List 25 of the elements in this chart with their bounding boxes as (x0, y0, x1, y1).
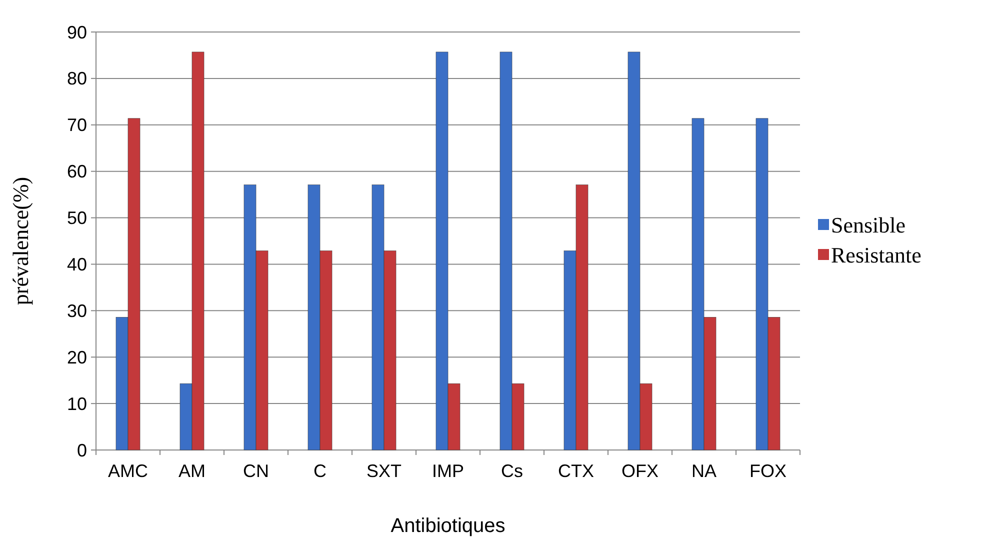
y-tick-label: 80 (66, 68, 87, 89)
y-tick-label: 90 (66, 22, 87, 42)
x-axis-title: Antibiotiques (390, 515, 506, 537)
x-tick-label: NA (691, 461, 717, 481)
y-tick-label: 30 (66, 300, 87, 321)
y-axis-title: prévalence(%) (8, 176, 33, 306)
x-tick-label: Cs (501, 461, 523, 481)
y-tick-label: 20 (66, 347, 87, 368)
x-tick-label: CTX (558, 461, 594, 481)
x-tick-label: SXT (366, 461, 402, 481)
legend-label: Resistante (831, 242, 922, 268)
x-tick-label: IMP (432, 461, 464, 481)
legend-label: Sensible (831, 212, 906, 238)
x-tick-label: FOX (749, 461, 787, 481)
y-tick-label: 50 (66, 208, 87, 228)
y-tick-label: 70 (66, 115, 87, 136)
x-tick-label: C (314, 461, 326, 481)
y-tick-label: 60 (66, 162, 87, 182)
y-tick-label: 10 (66, 394, 87, 414)
y-tick-label: 0 (76, 440, 87, 460)
x-tick-label: OFX (621, 461, 659, 481)
x-tick-label: AMC (108, 461, 148, 481)
x-tick-label: CN (243, 461, 269, 481)
x-tick-label: AM (178, 461, 206, 481)
y-tick-label: 40 (66, 254, 87, 275)
